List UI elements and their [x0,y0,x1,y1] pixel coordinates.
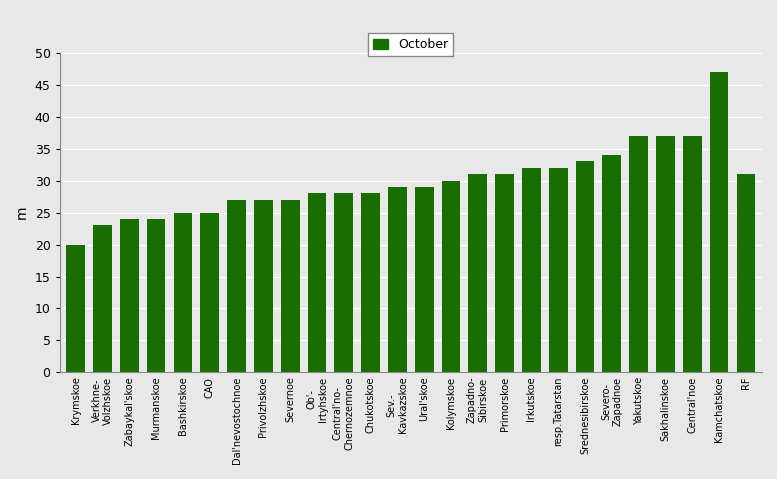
Bar [709,72,729,373]
Bar [388,187,407,373]
Bar [522,168,541,373]
Bar [495,174,514,373]
Bar [602,155,622,373]
Bar [737,174,755,373]
Bar [280,200,299,373]
Bar [173,213,192,373]
Bar [66,244,85,373]
Bar [308,194,326,373]
Bar [576,161,594,373]
Bar [629,136,648,373]
Bar [549,168,568,373]
Y-axis label: m: m [15,206,29,219]
Bar [254,200,273,373]
Bar [656,136,675,373]
Bar [415,187,434,373]
Bar [334,194,354,373]
Bar [147,219,166,373]
Bar [683,136,702,373]
Legend: October: October [368,33,453,57]
Bar [93,225,112,373]
Bar [469,174,487,373]
Bar [227,200,246,373]
Bar [200,213,219,373]
Bar [120,219,138,373]
Bar [441,181,461,373]
Bar [361,194,380,373]
